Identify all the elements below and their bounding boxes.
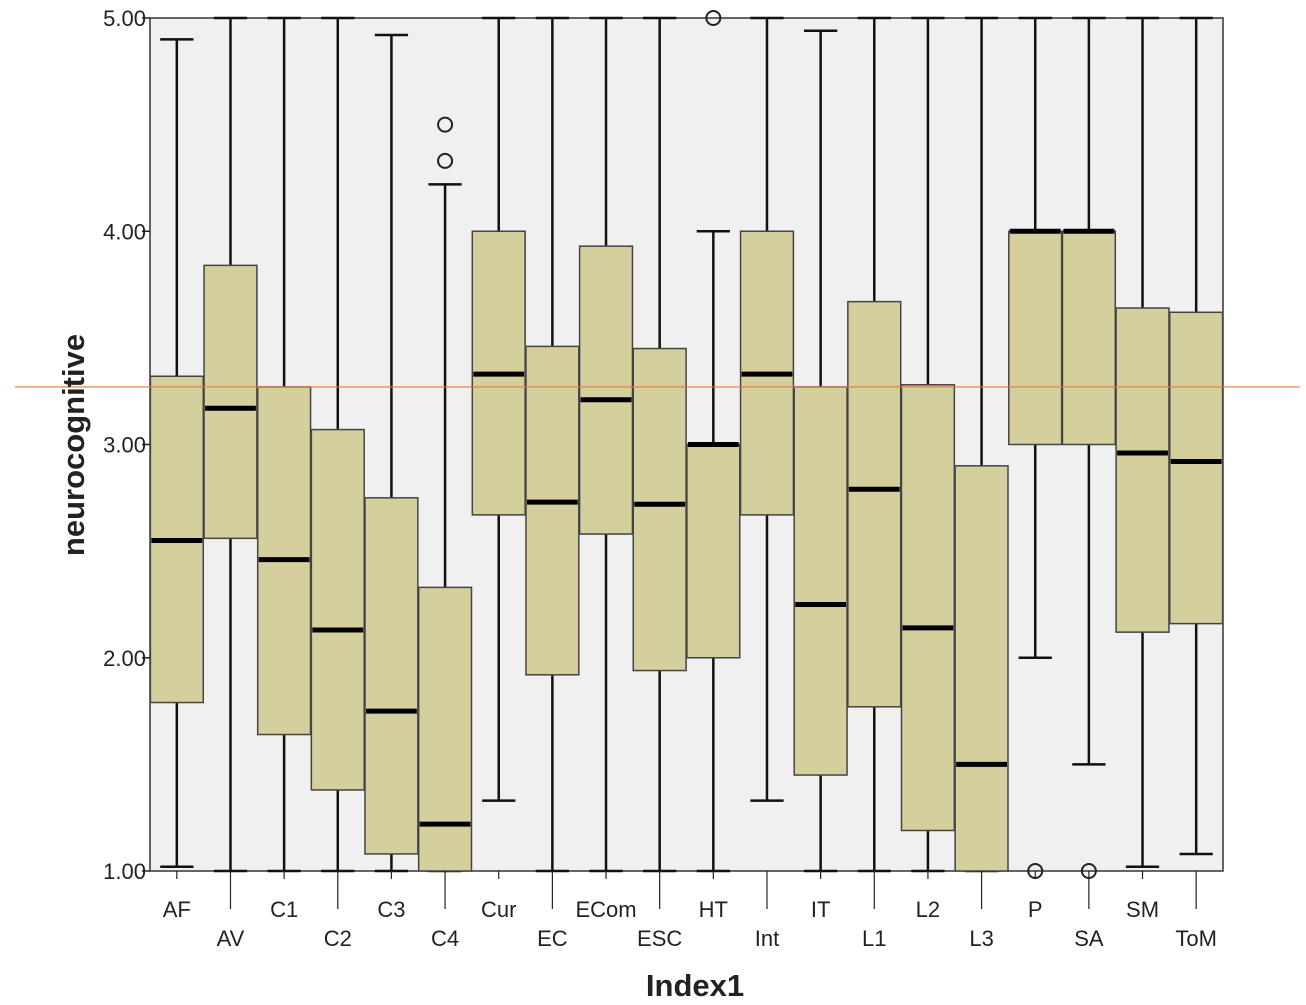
box-group-Cur: [471, 16, 526, 802]
outlier-C4-0: [437, 152, 454, 169]
x-tick-label-AF: AF: [163, 897, 191, 922]
box-group-EC: [525, 16, 580, 873]
box-group-L3: [954, 16, 1009, 873]
boxes-layer: [149, 10, 1224, 879]
x-tick-label-SM: SM: [1126, 897, 1159, 922]
box-ToM: [1169, 311, 1224, 625]
box-group-P: [1008, 16, 1063, 879]
box-group-C3: [364, 33, 419, 873]
box-group-L2: [900, 16, 956, 873]
y-tick-label-3: 4.00: [103, 219, 146, 244]
x-tick-label-C2: C2: [324, 926, 352, 951]
box-ECom: [578, 245, 634, 535]
box-SM: [1115, 307, 1170, 633]
x-tick-label-IT: IT: [811, 897, 831, 922]
x-tick-label-L1: L1: [862, 926, 886, 951]
box-C3: [364, 497, 419, 855]
y-axis-title: neurocognitive: [56, 334, 91, 556]
box-L1: [847, 300, 902, 708]
box-P: [1008, 230, 1063, 446]
x-tick-label-ESC: ESC: [637, 926, 682, 951]
outlier-HT-0: [705, 10, 722, 26]
x-tick-label-Cur: Cur: [481, 897, 516, 922]
box-EC: [525, 345, 580, 676]
box-group-ESC: [632, 16, 687, 873]
x-tick-label-AV: AV: [217, 926, 245, 951]
box-C2: [310, 428, 365, 791]
box-L3: [954, 465, 1009, 872]
box-group-SA: [1061, 16, 1117, 879]
x-tick-label-Int: Int: [755, 926, 779, 951]
box-IT: [793, 386, 848, 776]
x-tick-label-C1: C1: [270, 897, 298, 922]
box-group-HT: [686, 10, 741, 873]
box-AV: [203, 264, 258, 540]
y-tick-label-2: 3.00: [103, 433, 146, 458]
x-tick-label-ToM: ToM: [1175, 926, 1217, 951]
x-tick-label-SA: SA: [1074, 926, 1104, 951]
x-tick-label-EC: EC: [537, 926, 568, 951]
outlier-C4-1: [437, 116, 454, 133]
box-L2: [900, 384, 956, 832]
box-group-ToM: [1169, 16, 1224, 856]
box-group-AV: [203, 16, 258, 873]
x-axis-title: Index1: [646, 968, 744, 1003]
box-group-ECom: [578, 16, 634, 873]
box-group-IT: [793, 29, 848, 873]
box-C4: [417, 586, 473, 872]
box-group-Int: [739, 16, 795, 802]
x-tick-label-HT: HT: [699, 897, 728, 922]
box-ESC: [632, 347, 687, 672]
y-tick-label-0: 1.00: [103, 859, 146, 884]
box-SA: [1061, 230, 1117, 446]
box-group-AF: [149, 38, 204, 868]
x-tick-label-C4: C4: [431, 926, 459, 951]
box-group-C2: [310, 16, 365, 873]
box-group-C4: [417, 116, 473, 873]
y-tick-label-1: 2.00: [103, 646, 146, 671]
y-axis: 1.00 2.00 3.00 4.00 5.00: [103, 6, 150, 884]
x-tick-label-L3: L3: [969, 926, 993, 951]
y-tick-label-4: 5.00: [103, 6, 146, 31]
x-tick-label-L2: L2: [916, 897, 940, 922]
x-tick-label-P: P: [1028, 897, 1043, 922]
box-group-C1: [256, 16, 312, 873]
box-group-SM: [1115, 16, 1170, 868]
x-tick-label-C3: C3: [377, 897, 405, 922]
box-HT: [686, 443, 741, 659]
x-tick-label-ECom: ECom: [575, 897, 636, 922]
